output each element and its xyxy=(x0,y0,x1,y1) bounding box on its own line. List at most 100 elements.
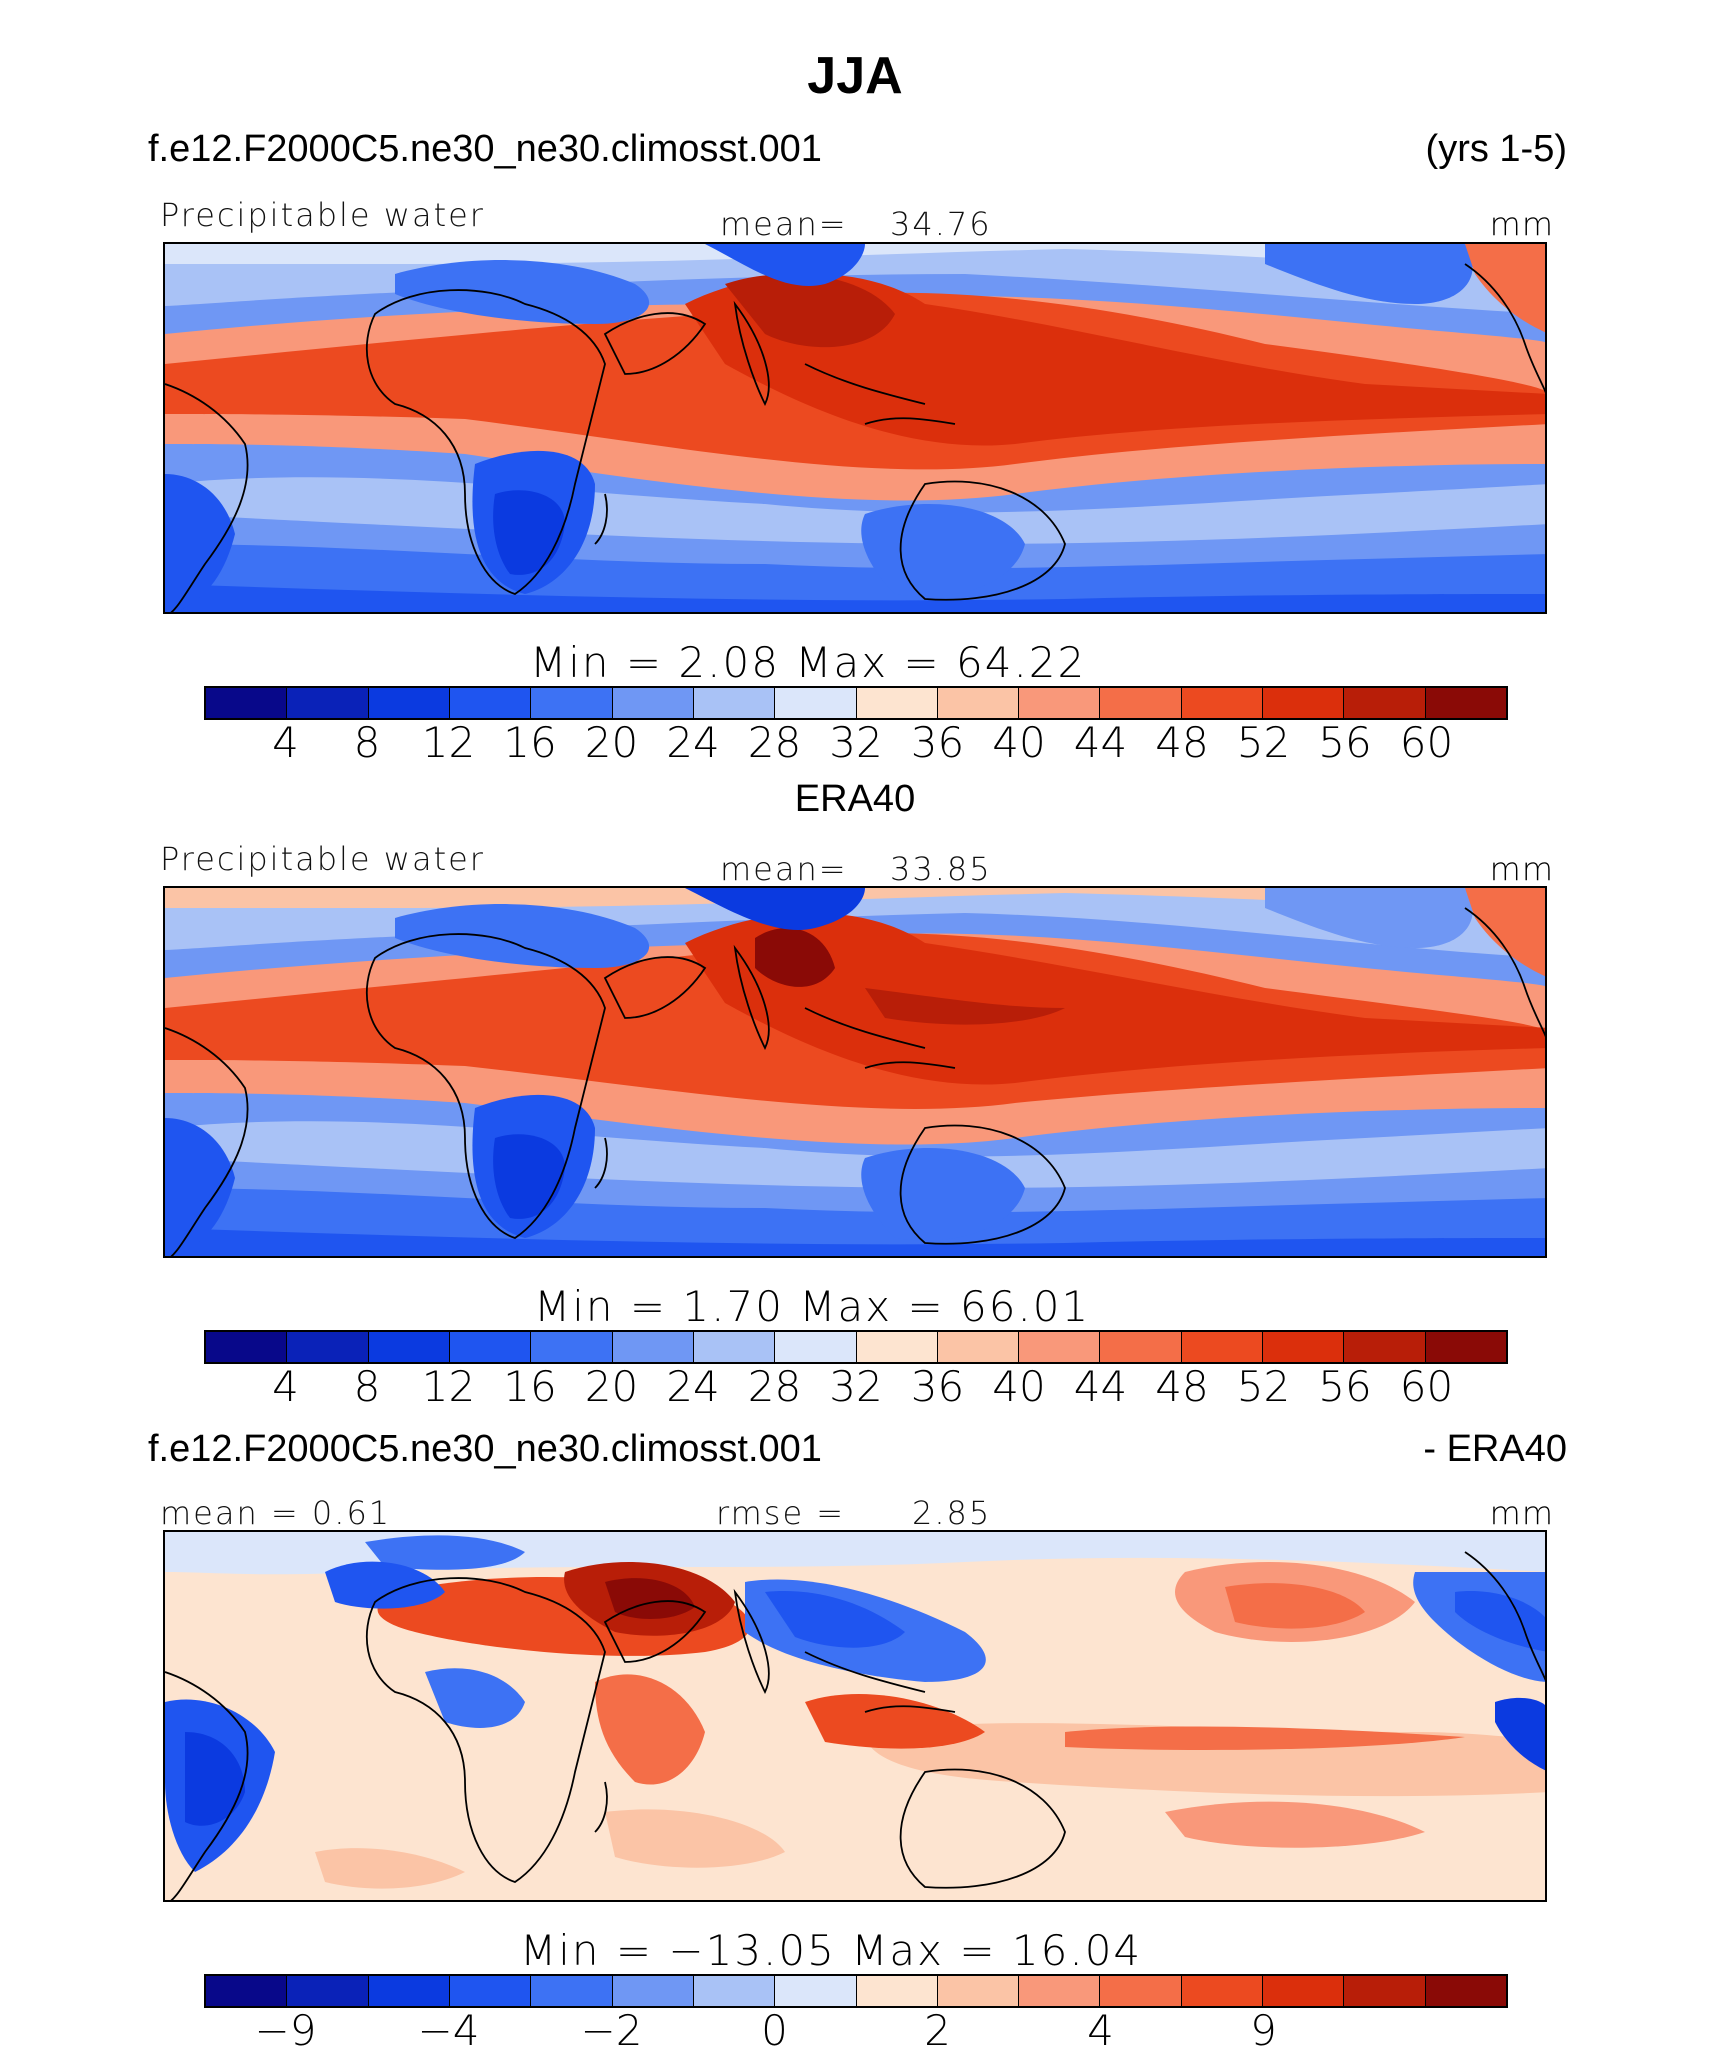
colorbar-swatch xyxy=(693,1332,776,1362)
colorbar-swatch xyxy=(449,688,532,718)
colorbar-swatch xyxy=(1425,1976,1506,2006)
colorbar-swatch xyxy=(287,1332,369,1362)
panel3-rmse-label: rmse = xyxy=(716,1494,846,1532)
colorbar-swatch xyxy=(449,1976,532,2006)
panel2-mean-label: mean= xyxy=(720,850,848,888)
colorbar-tick-label: 20 xyxy=(584,1362,639,1411)
colorbar-swatch xyxy=(206,1976,288,2006)
colorbar-swatch xyxy=(1425,688,1506,718)
colorbar-tick-label: 32 xyxy=(829,1362,883,1411)
colorbar-tick-label: −9 xyxy=(254,2006,317,2055)
colorbar-swatch xyxy=(1344,1332,1426,1362)
colorbar-swatch xyxy=(1181,1332,1264,1362)
colorbar-swatch xyxy=(775,688,857,718)
panel2-field-label: Precipitable water xyxy=(160,840,485,878)
colorbar-tick-label: 20 xyxy=(584,718,639,767)
colorbar-swatch xyxy=(775,1976,857,2006)
colorbar-tick-label: 52 xyxy=(1236,1362,1291,1411)
colorbar-tick-label: 44 xyxy=(1073,718,1128,767)
panel2-mean-value: 33.85 xyxy=(890,850,992,888)
colorbar-tick-label: 24 xyxy=(666,718,720,767)
panel3-units: mm xyxy=(1489,1494,1554,1532)
colorbar-tick-label: 28 xyxy=(747,718,802,767)
colorbar-swatch xyxy=(856,1332,938,1362)
colorbar-tick-label: 8 xyxy=(353,1362,381,1411)
colorbar-swatch xyxy=(937,1976,1020,2006)
colorbar-tick-label: 16 xyxy=(503,718,557,767)
colorbar-tick-label: 56 xyxy=(1318,718,1372,767)
panel2-colorbar-ticks: 4 8 12 16 20 24 28 32 36 40 44 48 52 56 … xyxy=(0,1362,1710,1412)
colorbar-tick-label: 48 xyxy=(1155,718,1209,767)
panel1-minmax: Min = 2.08 Max = 64.22 xyxy=(530,638,1087,687)
panel1-case-label: f.e12.F2000C5.ne30_ne30.climosst.001 xyxy=(148,128,822,170)
colorbar-swatch xyxy=(1100,1976,1182,2006)
colorbar-tick-label: −2 xyxy=(580,2006,643,2055)
panel1-units: mm xyxy=(1489,205,1554,243)
panel3-case-right: - ERA40 xyxy=(1423,1428,1567,1470)
colorbar-swatch xyxy=(612,1976,694,2006)
colorbar-tick-label: 2 xyxy=(924,2006,951,2055)
colorbar-swatch xyxy=(1263,688,1345,718)
colorbar-tick-label: 32 xyxy=(829,718,883,767)
panel3-colorbar xyxy=(204,1974,1508,2008)
colorbar-swatch xyxy=(368,688,450,718)
panel1-case-right: (yrs 1-5) xyxy=(1425,128,1567,170)
colorbar-swatch xyxy=(531,1332,613,1362)
colorbar-tick-label: −4 xyxy=(417,2006,480,2055)
colorbar-tick-label: 12 xyxy=(421,1362,476,1411)
colorbar-swatch xyxy=(1019,688,1101,718)
colorbar-tick-label: 4 xyxy=(1087,2006,1114,2055)
colorbar-tick-label: 60 xyxy=(1399,1362,1454,1411)
colorbar-tick-label: 48 xyxy=(1155,1362,1209,1411)
colorbar-swatch xyxy=(531,688,613,718)
colorbar-tick-label: 52 xyxy=(1236,718,1291,767)
colorbar-swatch xyxy=(856,688,938,718)
colorbar-swatch xyxy=(1181,1976,1264,2006)
colorbar-swatch xyxy=(287,1976,369,2006)
panel3-map xyxy=(163,1530,1547,1902)
colorbar-tick-label: 9 xyxy=(1250,2006,1277,2055)
panel2-map xyxy=(163,886,1547,1258)
colorbar-swatch xyxy=(368,1332,450,1362)
colorbar-tick-label: 56 xyxy=(1318,1362,1372,1411)
colorbar-tick-label: 8 xyxy=(353,718,381,767)
figure-title: JJA xyxy=(807,47,903,105)
colorbar-swatch xyxy=(612,688,694,718)
panel3-rmse-value: 2.85 xyxy=(912,1494,992,1532)
colorbar-swatch xyxy=(1344,1976,1426,2006)
colorbar-swatch xyxy=(1019,1332,1101,1362)
colorbar-tick-label: 44 xyxy=(1073,1362,1128,1411)
colorbar-swatch xyxy=(1019,1976,1101,2006)
colorbar-tick-label: 16 xyxy=(503,1362,557,1411)
panel2-minmax: Min = 1.70 Max = 66.01 xyxy=(534,1282,1091,1331)
panel2-colorbar xyxy=(204,1330,1508,1364)
colorbar-swatch xyxy=(531,1976,613,2006)
colorbar-tick-label: 36 xyxy=(910,1362,965,1411)
panel2-units: mm xyxy=(1489,850,1554,888)
colorbar-tick-label: 4 xyxy=(272,1362,299,1411)
colorbar-swatch xyxy=(206,1332,288,1362)
panel1-colorbar xyxy=(204,686,1508,720)
colorbar-tick-label: 12 xyxy=(421,718,476,767)
colorbar-tick-label: 4 xyxy=(272,718,299,767)
colorbar-swatch xyxy=(206,688,288,718)
panel3-mean-label: mean = 0.61 xyxy=(160,1494,392,1532)
panel1-field-label: Precipitable water xyxy=(160,196,485,234)
colorbar-swatch xyxy=(1344,688,1426,718)
colorbar-swatch xyxy=(1181,688,1264,718)
colorbar-swatch xyxy=(937,1332,1020,1362)
colorbar-swatch xyxy=(1263,1976,1345,2006)
colorbar-swatch xyxy=(856,1976,938,2006)
panel1-mean-label: mean= xyxy=(720,205,848,243)
panel2-dataset-label: ERA40 xyxy=(794,778,916,820)
colorbar-swatch xyxy=(1100,688,1182,718)
panel1-mean-value: 34.76 xyxy=(890,205,992,243)
colorbar-swatch xyxy=(1263,1332,1345,1362)
colorbar-swatch xyxy=(1425,1332,1506,1362)
colorbar-swatch xyxy=(693,688,776,718)
panel3-minmax: Min = −13.05 Max = 16.04 xyxy=(520,1926,1143,1975)
colorbar-swatch xyxy=(1100,1332,1182,1362)
colorbar-tick-label: 60 xyxy=(1399,718,1454,767)
colorbar-tick-label: 40 xyxy=(992,1362,1046,1411)
colorbar-swatch xyxy=(937,688,1020,718)
